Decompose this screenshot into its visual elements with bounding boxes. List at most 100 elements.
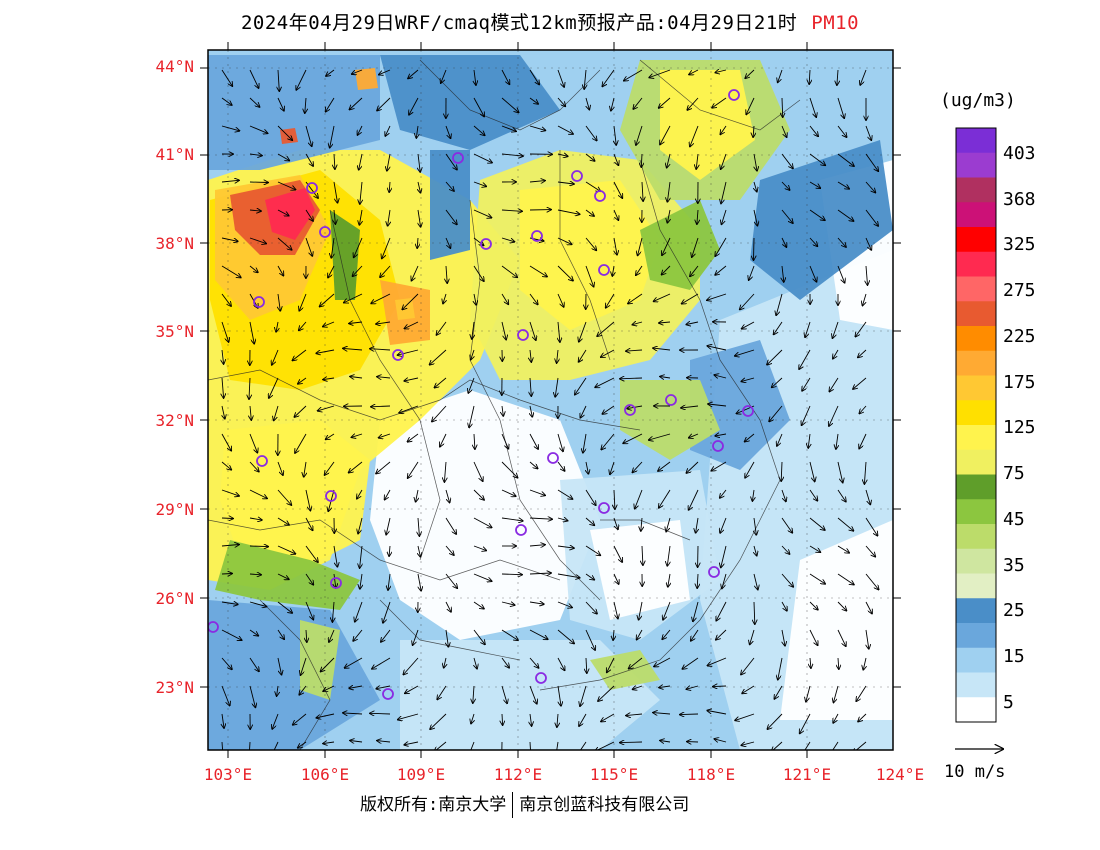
wind-vector <box>371 406 391 407</box>
wind-vector <box>221 629 242 640</box>
wind-vector <box>682 293 699 304</box>
wind-vector <box>278 69 279 91</box>
wind-vector <box>530 713 532 726</box>
wind-vector <box>614 489 615 509</box>
wind-vector <box>333 545 337 567</box>
wind-vector <box>352 434 363 437</box>
wind-vector <box>473 545 486 551</box>
wind-vector <box>444 657 446 668</box>
wind-vector <box>441 69 447 83</box>
wind-vector <box>305 601 313 620</box>
wind-vector <box>837 545 849 553</box>
wind-vector <box>501 489 516 496</box>
wind-vector <box>445 125 451 138</box>
pm10-concentration-field <box>208 50 893 750</box>
wind-vector <box>501 574 522 575</box>
wind-vector <box>714 739 727 742</box>
wind-vector <box>715 265 727 275</box>
wind-vector <box>809 125 818 136</box>
wind-vector <box>385 489 391 500</box>
wind-vector <box>641 517 642 531</box>
wind-vector <box>383 601 391 623</box>
wind-vector <box>304 461 306 477</box>
wind-vector <box>249 377 250 399</box>
wind-vector <box>349 461 363 473</box>
station-marker <box>742 405 754 417</box>
station-marker <box>712 440 724 452</box>
map-frame <box>207 49 894 751</box>
wind-vector <box>637 629 643 640</box>
wind-vector <box>754 153 757 171</box>
wind-vector <box>377 97 391 111</box>
wind-vector <box>530 405 532 417</box>
wind-vector <box>837 153 854 166</box>
wind-vector <box>805 321 811 337</box>
wind-vector <box>301 657 307 675</box>
wind-vector <box>586 461 588 474</box>
wind-vector <box>440 433 447 447</box>
wind-vector <box>277 237 292 250</box>
wind-vector <box>832 741 839 750</box>
wind-vector <box>713 686 727 687</box>
wind-vector <box>777 433 783 446</box>
wind-vector <box>659 97 671 108</box>
wind-vector <box>837 237 846 247</box>
wind-vector <box>866 265 868 285</box>
wind-vector <box>501 293 508 304</box>
wind-vector <box>350 97 363 110</box>
wind-vector <box>323 321 335 327</box>
lon-label-109: 109°E <box>397 765 445 784</box>
wind-vector <box>360 545 362 568</box>
wind-vector <box>667 545 670 566</box>
wind-vector <box>221 574 232 575</box>
wind-vector <box>767 349 783 365</box>
wind-vector <box>557 237 572 244</box>
wind-vector <box>659 322 671 323</box>
wind-vector <box>318 405 335 411</box>
station-marker <box>598 502 610 514</box>
wind-vector <box>249 210 261 211</box>
wind-vector <box>386 517 391 535</box>
wind-vector <box>277 153 289 161</box>
wind-vector <box>662 265 671 275</box>
wind-vector <box>741 742 755 745</box>
wind-vector <box>613 573 619 584</box>
wind-vector <box>333 181 338 203</box>
wind-vector <box>249 574 261 575</box>
wind-vector <box>749 265 755 280</box>
wind-vector <box>607 657 615 672</box>
wind-vector <box>865 573 879 590</box>
wind-vector <box>469 405 475 427</box>
wind-vector <box>858 349 867 357</box>
wind-vector <box>474 657 477 669</box>
wind-vector <box>249 518 262 520</box>
wind-vector <box>742 321 755 329</box>
wind-vector <box>376 686 391 689</box>
wind-vector <box>354 237 363 257</box>
wind-vector <box>602 405 615 414</box>
wind-vector <box>837 97 844 118</box>
wind-vector <box>473 153 492 163</box>
wind-vector <box>624 69 643 81</box>
wind-vector <box>856 685 867 701</box>
wind-vector <box>660 741 671 743</box>
wind-vector <box>501 125 516 131</box>
wind-vector <box>398 713 419 720</box>
wind-vector <box>781 125 787 137</box>
wind-vector <box>277 125 292 140</box>
pollutant-label: PM10 <box>811 12 860 34</box>
wind-vector <box>444 461 446 482</box>
wind-vector <box>863 293 867 306</box>
wind-vector <box>320 293 335 307</box>
wind-vector <box>437 685 447 699</box>
wind-vector <box>405 321 419 329</box>
wind-vector <box>445 181 454 191</box>
station-marker <box>535 672 547 684</box>
wind-vector <box>829 377 839 392</box>
wind-vector <box>636 265 643 275</box>
wind-vector <box>865 517 878 536</box>
wind-vector <box>707 293 727 300</box>
wind-vector <box>633 97 643 109</box>
wind-vector <box>501 154 523 156</box>
